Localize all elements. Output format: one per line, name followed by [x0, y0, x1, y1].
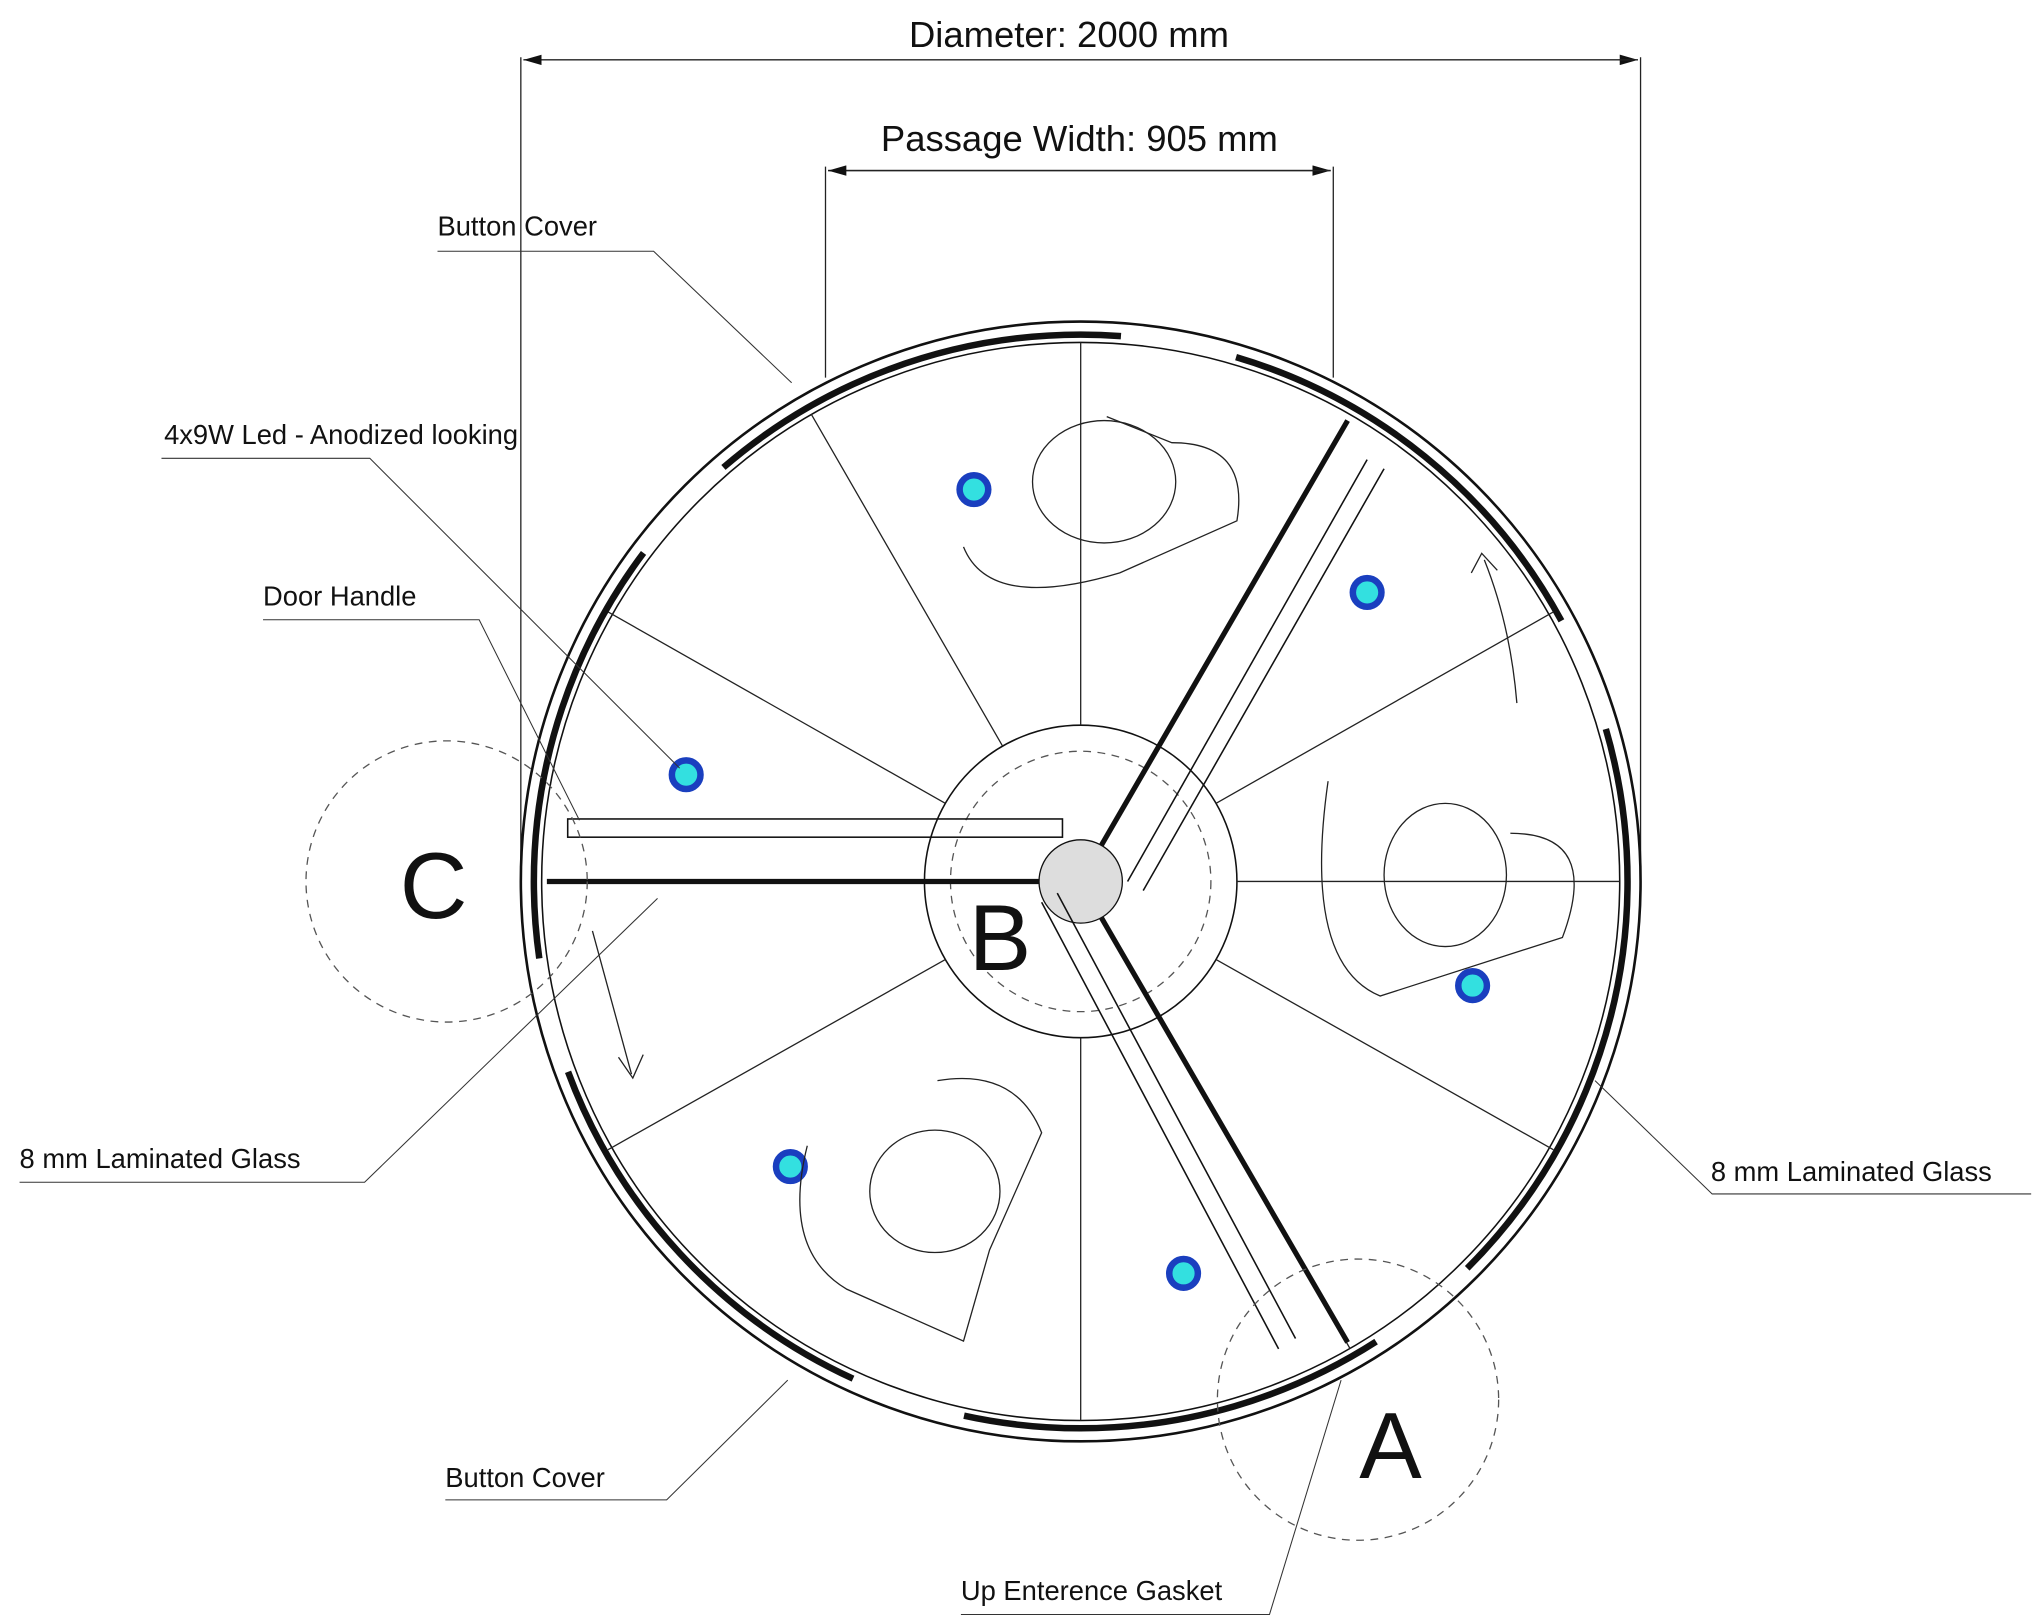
- callout-label: Button Cover: [438, 211, 598, 242]
- zone-a: A: [1359, 1393, 1422, 1498]
- diagram: Diameter: 2000 mm Passage Width: 905 mm: [0, 0, 2039, 1621]
- callout-label: 8 mm Laminated Glass: [1711, 1156, 1992, 1187]
- diameter-label: Diameter: 2000 mm: [909, 14, 1229, 55]
- callout-label: Door Handle: [263, 580, 416, 611]
- zone-b: B: [969, 885, 1032, 990]
- callout-label: Button Cover: [445, 1462, 605, 1493]
- passage-width-label: Passage Width: 905 mm: [881, 118, 1278, 159]
- callout-label: 8 mm Laminated Glass: [20, 1143, 301, 1174]
- zone-c: C: [400, 833, 468, 938]
- callout-label: 4x9W Led - Anodized looking: [164, 419, 518, 450]
- callout-label: Up Enterence Gasket: [961, 1575, 1223, 1606]
- page: Diameter: 2000 mm Passage Width: 905 mm: [0, 0, 2039, 1621]
